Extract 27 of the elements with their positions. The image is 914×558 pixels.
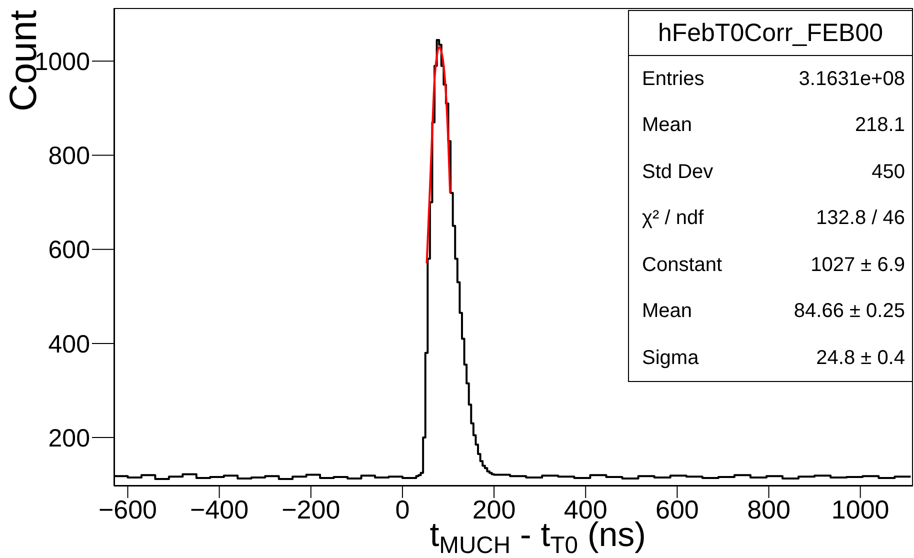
x-tick-label: 0 [395, 494, 410, 524]
x-tick-label: 600 [655, 494, 699, 524]
annotation: 132.8 / 46 [816, 207, 905, 230]
annotation: 218.1 [854, 114, 905, 138]
y-tick-label: 200 [48, 424, 90, 452]
annotation: 450 [872, 160, 905, 184]
annotation: 3.1631e+08 [798, 68, 905, 91]
x-tick-label: −400 [190, 494, 249, 524]
annotation: Constant [642, 254, 722, 277]
x-tick-label: −600 [98, 494, 158, 524]
annotation: χ² / ndf [642, 207, 704, 230]
x-tick-label: 800 [747, 494, 790, 524]
annotation: Std Dev [642, 160, 714, 184]
y-tick-label: 600 [48, 236, 90, 264]
x-tick-label: 1000 [831, 494, 890, 524]
annotation: 84.66 ± 0.25 [794, 300, 905, 324]
annotation: Entries [642, 68, 704, 91]
chart-title: hFebT0Corr_FEB00 [629, 11, 912, 56]
annotation: Sigma [642, 346, 699, 370]
annotation: 24.8 ± 0.4 [816, 346, 905, 370]
annotation: 1027 ± 6.9 [810, 254, 905, 277]
y-tick-label: 800 [48, 142, 90, 170]
annotation: Mean [642, 114, 692, 138]
y-tick-label: 400 [48, 330, 90, 358]
x-tick-label: −200 [282, 494, 340, 524]
line-series [426, 46, 452, 264]
annotation: Mean [642, 300, 692, 324]
